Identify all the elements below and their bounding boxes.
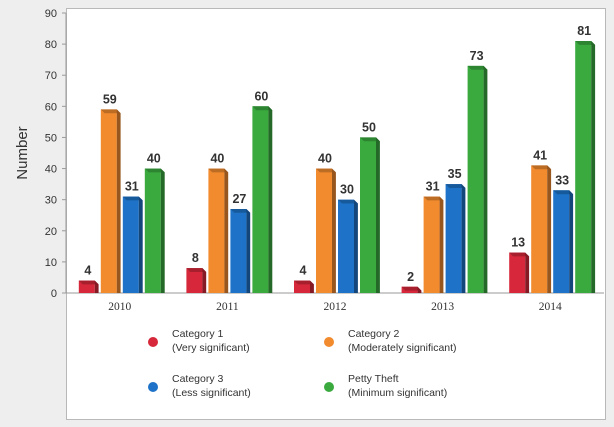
bar-top-petty-theft-2012 [360, 137, 380, 142]
data-label-category-3-2010: 31 [125, 180, 139, 194]
bar-category-2-2013 [423, 196, 440, 293]
data-label-category-3-2012: 30 [340, 183, 354, 197]
bar-top-category-3-2014 [553, 190, 574, 195]
bar-category-3-2010 [122, 196, 139, 293]
data-label-petty-theft-2011: 60 [254, 89, 268, 103]
y-tick-label-60: 60 [45, 101, 57, 113]
bar-side-category-2-2012 [332, 168, 336, 293]
bar-top-category-3-2012 [338, 199, 358, 204]
data-label-petty-theft-2014: 81 [577, 24, 591, 38]
bar-side-category-1-2011 [202, 268, 207, 293]
data-label-category-2-2013: 31 [426, 180, 440, 194]
bar-side-petty-theft-2011 [268, 106, 273, 293]
y-axis-title: Number [14, 126, 31, 179]
x-tick-label-2010: 2010 [108, 301, 131, 313]
bar-side-category-3-2014 [569, 190, 574, 293]
bar-category-1-2014 [509, 252, 526, 293]
bar-top-category-2-2010 [100, 109, 121, 114]
data-label-category-1-2011: 8 [192, 251, 199, 265]
bar-top-petty-theft-2010 [144, 168, 165, 173]
y-tick-label-50: 50 [45, 132, 57, 144]
bar-top-petty-theft-2014 [575, 41, 596, 45]
data-label-category-3-2014: 33 [555, 173, 569, 187]
bar-petty-theft-2012 [360, 137, 376, 293]
y-tick-label-70: 70 [45, 70, 57, 82]
bar-side-petty-theft-2013 [483, 65, 488, 294]
y-tick-label-0: 0 [51, 288, 57, 300]
bar-top-category-2-2011 [208, 168, 229, 173]
bar-side-category-1-2012 [310, 280, 314, 293]
bar-category-2-2012 [316, 168, 332, 293]
bar-top-category-2-2014 [531, 165, 552, 170]
bar-side-petty-theft-2012 [376, 137, 380, 293]
bar-side-category-1-2013 [417, 286, 422, 293]
bar-petty-theft-2013 [467, 65, 484, 293]
data-label-category-2-2012: 40 [318, 152, 332, 166]
bar-side-category-1-2014 [525, 252, 530, 293]
data-label-category-3-2013: 35 [448, 167, 462, 181]
x-tick-label-2012: 2012 [324, 301, 347, 313]
bar-category-3-2013 [445, 184, 462, 293]
bar-side-category-3-2011 [246, 209, 251, 293]
bar-side-category-1-2010 [94, 280, 99, 293]
data-label-category-3-2011: 27 [232, 192, 246, 206]
data-label-category-1-2012: 4 [300, 264, 307, 278]
bar-category-2-2010 [100, 109, 117, 293]
bar-top-category-3-2013 [445, 184, 466, 188]
bar-side-category-3-2010 [138, 196, 143, 293]
bar-top-category-3-2010 [122, 196, 143, 201]
bar-top-category-1-2013 [401, 286, 422, 291]
bar-side-petty-theft-2010 [160, 168, 165, 293]
data-label-petty-theft-2013: 73 [470, 49, 484, 63]
bar-petty-theft-2010 [144, 168, 161, 293]
bar-category-3-2011 [230, 209, 247, 293]
bar-top-category-2-2013 [423, 196, 444, 201]
data-label-petty-theft-2010: 40 [147, 152, 161, 166]
x-tick-label-2011: 2011 [216, 301, 239, 313]
bar-top-category-2-2012 [316, 168, 336, 173]
bar-category-2-2014 [531, 165, 548, 293]
data-label-category-2-2014: 41 [533, 148, 547, 162]
bar-category-3-2014 [553, 190, 570, 293]
bar-top-category-1-2014 [509, 252, 530, 257]
bar-top-category-3-2011 [230, 209, 251, 213]
data-label-category-1-2013: 2 [407, 270, 414, 284]
bar-side-category-3-2013 [461, 184, 466, 293]
bar-category-1-2011 [186, 268, 203, 293]
bar-category-2-2011 [208, 168, 225, 293]
y-tick-label-80: 80 [45, 39, 57, 51]
bar-category-3-2012 [338, 199, 354, 293]
y-tick-label-30: 30 [45, 195, 57, 207]
bar-side-category-2-2010 [116, 109, 121, 294]
bar-top-category-1-2012 [294, 280, 314, 285]
bar-side-category-2-2014 [547, 165, 552, 293]
bar-side-category-2-2011 [224, 168, 229, 293]
bar-top-category-1-2010 [78, 280, 99, 285]
x-tick-label-2014: 2014 [539, 301, 562, 313]
bar-top-category-1-2011 [186, 268, 207, 272]
bar-side-category-2-2013 [439, 196, 444, 293]
bar-petty-theft-2014 [575, 41, 592, 293]
bar-petty-theft-2011 [252, 106, 269, 293]
y-tick-label-20: 20 [45, 226, 57, 238]
y-tick-label-40: 40 [45, 164, 57, 176]
y-tick-label-90: 90 [45, 8, 57, 20]
bar-top-petty-theft-2013 [467, 65, 488, 70]
data-label-petty-theft-2012: 50 [362, 120, 376, 134]
data-label-category-2-2010: 59 [103, 92, 117, 106]
data-label-category-2-2011: 40 [210, 152, 224, 166]
data-label-category-1-2010: 4 [84, 264, 91, 278]
bar-side-category-3-2012 [354, 199, 358, 293]
bar-side-petty-theft-2014 [591, 41, 596, 293]
y-tick-label-10: 10 [45, 257, 57, 269]
bar-top-petty-theft-2011 [252, 106, 273, 111]
data-label-category-1-2014: 13 [511, 236, 525, 250]
x-tick-label-2013: 2013 [431, 301, 454, 313]
